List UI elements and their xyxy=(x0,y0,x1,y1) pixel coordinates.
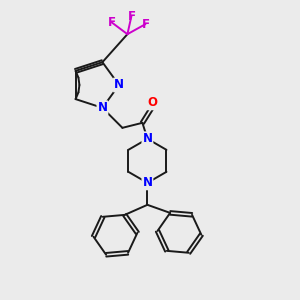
Text: F: F xyxy=(107,16,116,29)
Text: N: N xyxy=(114,79,124,92)
Text: N: N xyxy=(98,101,107,114)
Text: F: F xyxy=(128,10,135,23)
Text: F: F xyxy=(141,18,149,31)
Text: N: N xyxy=(142,176,152,189)
Text: O: O xyxy=(147,96,158,109)
Text: N: N xyxy=(142,132,152,145)
